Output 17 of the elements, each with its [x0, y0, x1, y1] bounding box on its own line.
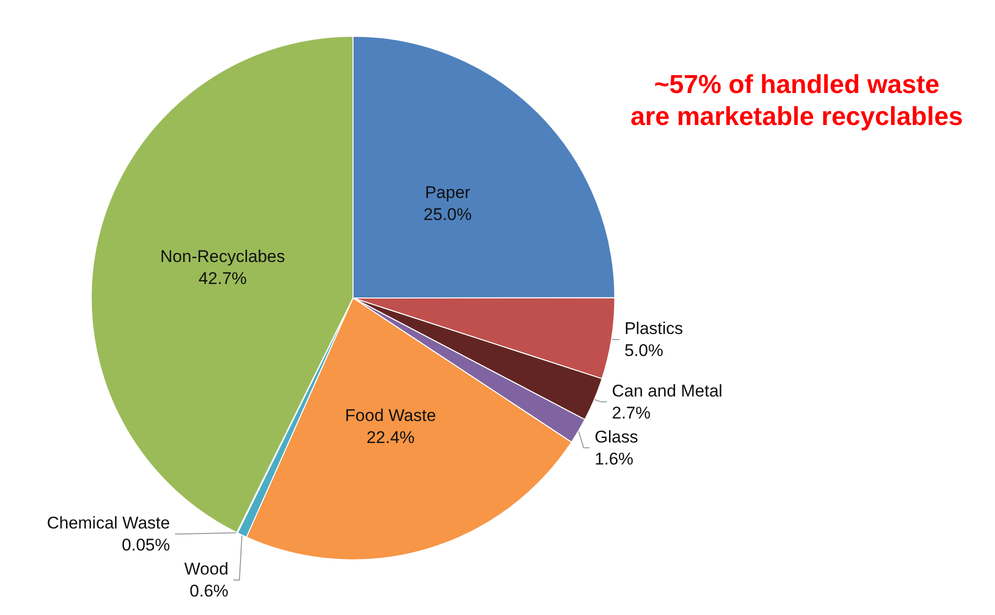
slice-label: Glass: [594, 427, 638, 446]
slice-label: Wood: [184, 560, 228, 578]
data-label: 0.05%: [122, 536, 170, 554]
data-label: 25.0%: [424, 204, 472, 224]
slice-label: Chemical Waste: [46, 514, 170, 532]
data-label: 2.7%: [612, 403, 651, 422]
data-label: 1.6%: [594, 449, 634, 468]
data-label: 5.0%: [624, 341, 664, 360]
data-label: 22.4%: [366, 428, 415, 448]
slice-label: Can and Metal: [612, 381, 722, 400]
text: ~57% of handled waste are marketable recyclables: [630, 69, 963, 131]
slice-label: Paper: [424, 182, 471, 202]
data-label: 0.6%: [190, 582, 228, 600]
slice-label: Food Waste: [345, 406, 436, 426]
slice-label: Plastics: [624, 319, 684, 338]
slice-label: Non-Recyclabes: [160, 246, 285, 266]
data-label: 42.7%: [198, 268, 247, 288]
